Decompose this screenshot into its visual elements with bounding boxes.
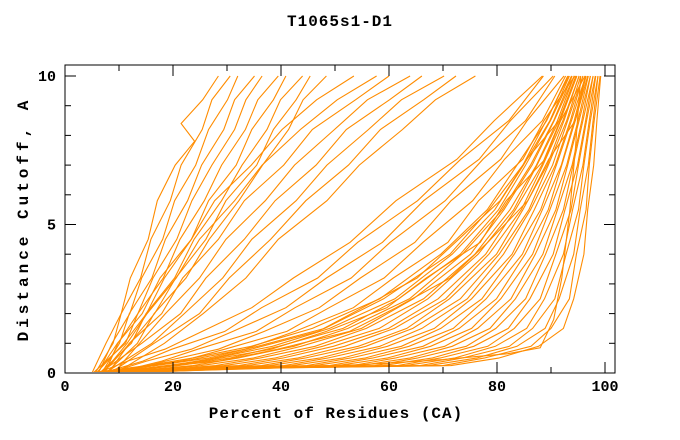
model-curve [99, 75, 578, 372]
model-curve [95, 75, 231, 372]
model-curve [111, 75, 580, 372]
y-tick-label: 5 [47, 218, 56, 235]
model-curve [132, 75, 577, 372]
model-curve [102, 75, 377, 372]
model-curve [102, 75, 311, 372]
model-curve [113, 75, 589, 372]
model-curve [108, 75, 576, 372]
model-curve [106, 75, 327, 372]
model-curve [134, 75, 587, 372]
model-curve [120, 75, 602, 372]
y-tick-label: 10 [38, 69, 56, 86]
model-curve [118, 75, 591, 372]
x-tick-label: 20 [164, 379, 182, 396]
model-curve [97, 75, 355, 372]
model-curve [104, 75, 544, 372]
model-curve [98, 75, 543, 372]
chart-title: T1065s1-D1 [286, 13, 394, 31]
x-tick-label: 100 [591, 379, 618, 396]
model-curve [109, 75, 554, 372]
model-curve [101, 75, 255, 372]
x-tick-label: 80 [488, 379, 506, 396]
x-tick-label: 60 [380, 379, 398, 396]
model-curve [104, 75, 263, 372]
model-curve [131, 75, 582, 372]
model-curve [140, 75, 587, 372]
model-curve [114, 75, 577, 372]
x-tick-label: 0 [60, 379, 69, 396]
y-tick-label: 0 [47, 366, 56, 383]
model-curve [124, 75, 591, 372]
model-curve [119, 75, 586, 372]
model-curve [99, 75, 304, 372]
model-curve [115, 75, 556, 372]
model-curve [116, 75, 476, 372]
model-curve [105, 75, 445, 372]
model-curve [105, 75, 580, 372]
model-curve [91, 75, 219, 372]
model-curve [127, 75, 575, 372]
x-tick-label: 40 [272, 379, 290, 396]
model-curve [99, 75, 587, 372]
y-axis-label: Distance Cutoff, A [15, 96, 33, 342]
model-curve [96, 75, 287, 372]
plot-frame [64, 64, 616, 374]
model-curve [107, 75, 589, 372]
model-curve [103, 75, 567, 372]
model-curve [98, 75, 570, 372]
x-axis-label: Percent of Residues (CA) [208, 405, 464, 423]
model-curve [98, 75, 239, 372]
model-curve [120, 75, 565, 372]
model-curve [113, 75, 411, 372]
model-curve [110, 75, 457, 372]
model-curve [100, 75, 423, 372]
model-curve [93, 75, 279, 372]
model-curve [128, 75, 584, 372]
model-curve [122, 75, 584, 372]
